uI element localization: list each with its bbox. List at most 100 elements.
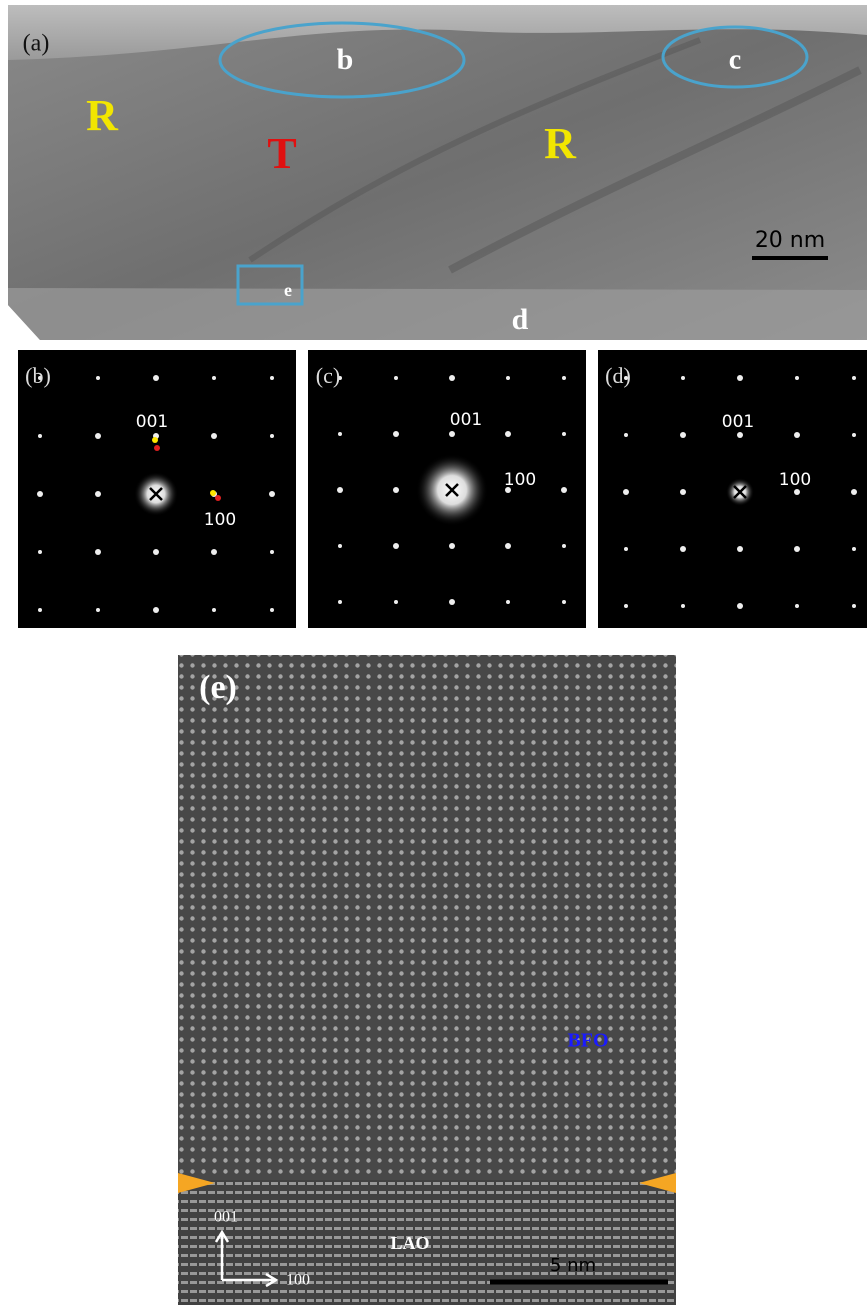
diffraction-spot [624, 547, 628, 551]
diffraction-spot [38, 550, 42, 554]
diffraction-spot [212, 608, 216, 612]
diffraction-spot [270, 376, 274, 380]
diffraction-spot [449, 431, 455, 437]
diffraction-spot [95, 491, 101, 497]
diffraction-spot [212, 376, 216, 380]
diffraction-spot [338, 544, 342, 548]
diffraction-spot [270, 550, 274, 554]
diffraction-panels: (b) 001 100 (c) 001 100 (d) 001 100 [18, 350, 867, 628]
diffraction-spot [562, 376, 566, 380]
diffraction-spot [737, 603, 743, 609]
diffraction-spot [269, 491, 275, 497]
split-spot [215, 495, 221, 501]
diffraction-spot [851, 489, 857, 495]
diffraction-spot [680, 489, 686, 495]
diffraction-spot [153, 549, 159, 555]
diffraction-spot [449, 375, 455, 381]
diffraction-panel: (b) 001 100 [18, 350, 296, 628]
diffraction-spot [624, 604, 628, 608]
hrtem-shade [178, 655, 676, 1305]
diffraction-spot [449, 543, 455, 549]
diffraction-spot [561, 487, 567, 493]
phase-label: R [86, 91, 119, 140]
diffraction-spot [37, 491, 43, 497]
diffraction-spot [38, 434, 42, 438]
index-label: 100 [504, 470, 536, 490]
index-label: 001 [722, 412, 754, 432]
phase-label: R [544, 119, 577, 168]
diffraction-spot [337, 487, 343, 493]
panel-a: (a) b c R T Re d 20 nm [8, 5, 867, 340]
diffraction-spot [795, 376, 799, 380]
substrate [8, 288, 867, 340]
diffraction-spot [737, 432, 743, 438]
diffraction-spot [270, 434, 274, 438]
diffraction-spot [680, 546, 686, 552]
diffraction-spot [393, 487, 399, 493]
axis-label: 100 [286, 1272, 310, 1289]
scale-label: 5 nm [550, 1255, 596, 1276]
diffraction-spot [153, 607, 159, 613]
diffraction-spot [338, 432, 342, 436]
diffraction-spot [794, 546, 800, 552]
diffraction-spot [852, 547, 856, 551]
diffraction-spot [737, 375, 743, 381]
diffraction-spot [506, 600, 510, 604]
region-label: d [512, 303, 529, 336]
index-label: 001 [450, 410, 482, 430]
diffraction-spot [153, 375, 159, 381]
index-label: 100 [779, 470, 811, 490]
diffraction-spot [562, 544, 566, 548]
diffraction-spot [852, 376, 856, 380]
diffraction-spot [795, 604, 799, 608]
index-label: 100 [204, 510, 236, 530]
phase-label: T [267, 129, 296, 178]
diffraction-panel: (c) 001 100 [308, 350, 586, 628]
diffraction-spot [96, 608, 100, 612]
diffraction-spot [506, 376, 510, 380]
diffraction-spot [394, 600, 398, 604]
figure: (a) b c R T Re d 20 nm (b) 001 100 (c) 001 100 (d) 001… [0, 0, 867, 1309]
panel-label: (a) [23, 31, 50, 57]
box-label: e [284, 280, 292, 300]
panel-e: (e) BFO LAO 5 nm 001 100 [178, 655, 676, 1305]
diffraction-panel: (d) 001 100 [598, 350, 867, 628]
diffraction-spot [852, 604, 856, 608]
diffraction-spot [338, 600, 342, 604]
diffraction-spot [737, 546, 743, 552]
diffraction-spot [623, 489, 629, 495]
panel-label: (b) [25, 363, 51, 388]
diffraction-spot [211, 433, 217, 439]
diffraction-spot [95, 433, 101, 439]
diffraction-spot [38, 608, 42, 612]
region-label: b [337, 43, 354, 76]
index-label: 001 [136, 412, 168, 432]
diffraction-spot [794, 432, 800, 438]
diffraction-spot [270, 608, 274, 612]
scale-label: 20 nm [755, 228, 825, 253]
diffraction-spot [562, 432, 566, 436]
diffraction-spot [393, 431, 399, 437]
diffraction-spot [211, 549, 217, 555]
diffraction-spot [394, 376, 398, 380]
diffraction-spot [505, 431, 511, 437]
axis-label: 001 [214, 1209, 238, 1226]
diffraction-spot [852, 433, 856, 437]
panel-label: (c) [316, 363, 340, 388]
diffraction-spot [681, 604, 685, 608]
layer-label: BFO [567, 1030, 608, 1052]
diffraction-spot [681, 376, 685, 380]
diffraction-spot [95, 549, 101, 555]
layer-label: LAO [390, 1233, 429, 1253]
panel-label: (e) [199, 669, 237, 706]
diffraction-spot [680, 432, 686, 438]
diffraction-spot [624, 433, 628, 437]
region-label: c [729, 44, 741, 75]
panel-label: (d) [605, 363, 631, 388]
diffraction-spot [449, 599, 455, 605]
diffraction-spot [393, 543, 399, 549]
diffraction-spot [562, 600, 566, 604]
split-spot [210, 490, 216, 496]
split-spot [152, 437, 158, 443]
split-spot [154, 445, 160, 451]
